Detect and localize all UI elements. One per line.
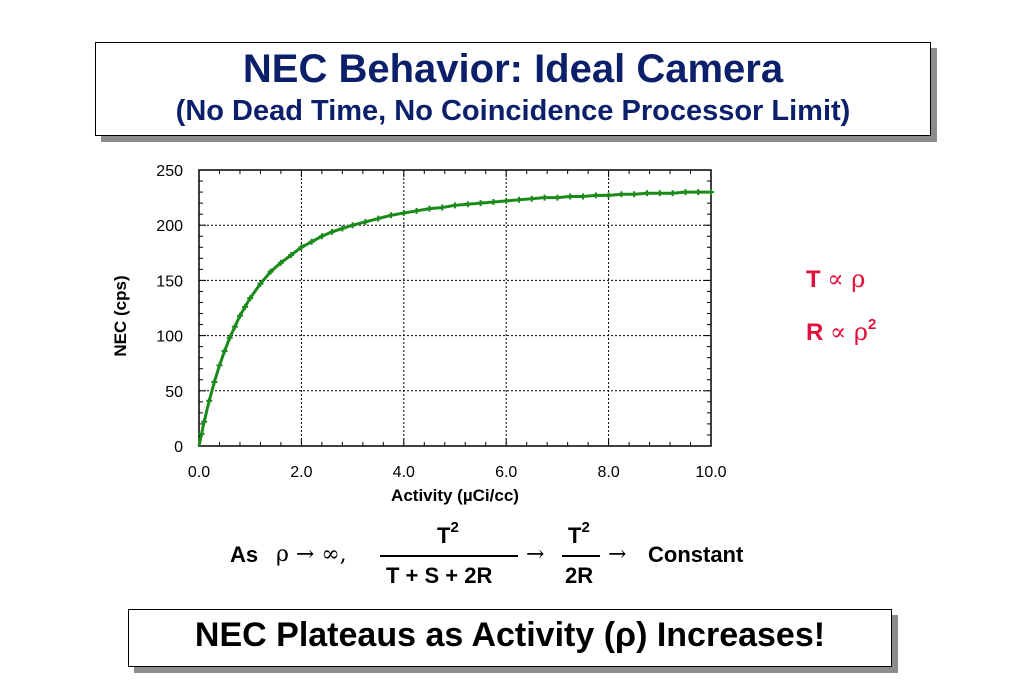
plot-frame xyxy=(198,169,712,447)
title-box: NEC Behavior: Ideal Camera (No Dead Time… xyxy=(95,42,931,136)
formula-denominator-2: 2R xyxy=(565,563,594,588)
x-tick-label: 0.0 xyxy=(188,464,210,481)
y-tick-label: 250 xyxy=(156,163,183,180)
data-point xyxy=(242,303,249,310)
data-point xyxy=(362,218,369,225)
y-tick-label: 200 xyxy=(156,218,183,235)
data-point xyxy=(503,197,510,204)
data-point xyxy=(221,348,228,355)
data-point xyxy=(206,397,213,404)
x-tick-label: 4.0 xyxy=(393,464,415,481)
conclusion-box: NEC Plateaus as Activity (ρ) Increases! xyxy=(128,609,892,667)
formula-arrow-2: → xyxy=(608,542,627,567)
data-point xyxy=(631,191,638,198)
data-point xyxy=(288,252,295,259)
data-points xyxy=(197,189,714,447)
y-tick-label: 100 xyxy=(156,329,183,346)
data-point xyxy=(682,189,689,196)
relation-r-letter: R xyxy=(806,319,824,346)
formula-limit: ρ → ∞, xyxy=(276,542,347,567)
data-point xyxy=(226,334,233,341)
fraction-bar-2 xyxy=(562,555,600,557)
data-point xyxy=(708,189,714,196)
y-tick-labels: 0 50 100 150 200 250 xyxy=(156,163,183,456)
chart-grid xyxy=(199,170,711,446)
relation-r-symbol: ∝ ρ xyxy=(830,318,868,346)
data-point xyxy=(452,202,458,209)
data-point xyxy=(490,199,497,206)
data-point xyxy=(592,192,599,199)
formula-arrow-1: → xyxy=(526,542,545,567)
relation-t-proportional: T ∝ ρ xyxy=(806,265,865,294)
data-point xyxy=(605,192,612,199)
x-tick-label: 2.0 xyxy=(290,464,312,481)
y-tick-label: 50 xyxy=(165,384,183,401)
x-tick-label: 10.0 xyxy=(695,464,726,481)
y-tick-label: 0 xyxy=(174,439,183,456)
x-tick-label: 6.0 xyxy=(495,464,517,481)
formula-result: Constant xyxy=(648,542,744,567)
data-point xyxy=(198,430,205,437)
data-point xyxy=(400,210,407,217)
data-point xyxy=(644,190,650,197)
data-point xyxy=(554,194,561,201)
data-point xyxy=(247,295,254,302)
data-point xyxy=(257,280,264,287)
data-point xyxy=(231,323,238,330)
page-title: NEC Behavior: Ideal Camera xyxy=(242,47,784,91)
data-point xyxy=(339,225,346,232)
formula-prefix: As xyxy=(230,542,259,567)
data-point xyxy=(329,228,336,235)
chart-minor-ticks xyxy=(198,169,712,447)
data-point xyxy=(388,212,394,219)
data-point xyxy=(580,193,586,200)
data-point xyxy=(567,193,574,200)
data-point xyxy=(216,362,223,369)
y-axis-label: NEC (cps) xyxy=(111,275,130,356)
data-point xyxy=(516,196,522,203)
x-tick-label: 8.0 xyxy=(597,464,619,481)
data-point xyxy=(464,201,471,208)
data-point xyxy=(211,378,218,385)
data-point xyxy=(349,222,356,229)
data-point xyxy=(656,190,663,197)
formula-numerator-2: T2 xyxy=(568,519,590,548)
relation-r-exponent: 2 xyxy=(868,316,877,333)
data-point xyxy=(201,418,208,425)
data-point xyxy=(426,205,433,212)
data-point xyxy=(413,207,420,214)
data-point xyxy=(695,189,702,196)
data-point xyxy=(375,215,382,222)
data-point xyxy=(267,268,274,275)
formula-denominator-1: T + S + 2R xyxy=(386,563,493,588)
data-point xyxy=(439,204,446,211)
data-point xyxy=(528,195,535,202)
data-point xyxy=(618,191,625,198)
relation-r-proportional: R ∝ ρ2 xyxy=(806,316,877,347)
data-point xyxy=(669,190,676,197)
relation-t-symbol: ∝ ρ xyxy=(827,265,866,293)
page-subtitle: (No Dead Time, No Coincidence Processor … xyxy=(175,95,851,127)
fraction-bar-1 xyxy=(380,555,518,557)
x-axis-label: Activity (µCi/cc) xyxy=(391,486,519,505)
data-curve xyxy=(197,190,711,447)
formula-numerator-1: T2 xyxy=(437,519,459,548)
relation-t-letter: T xyxy=(806,266,821,293)
data-point xyxy=(541,194,548,201)
data-point xyxy=(298,244,305,251)
data-point xyxy=(236,312,243,319)
data-point xyxy=(308,238,315,245)
data-point xyxy=(318,233,325,240)
data-point xyxy=(277,259,284,266)
data-point xyxy=(477,200,484,207)
x-tick-labels: 0.0 2.0 4.0 6.0 8.0 10.0 xyxy=(188,464,727,481)
conclusion-text: NEC Plateaus as Activity (ρ) Increases! xyxy=(194,616,826,654)
y-tick-label: 150 xyxy=(156,273,183,290)
